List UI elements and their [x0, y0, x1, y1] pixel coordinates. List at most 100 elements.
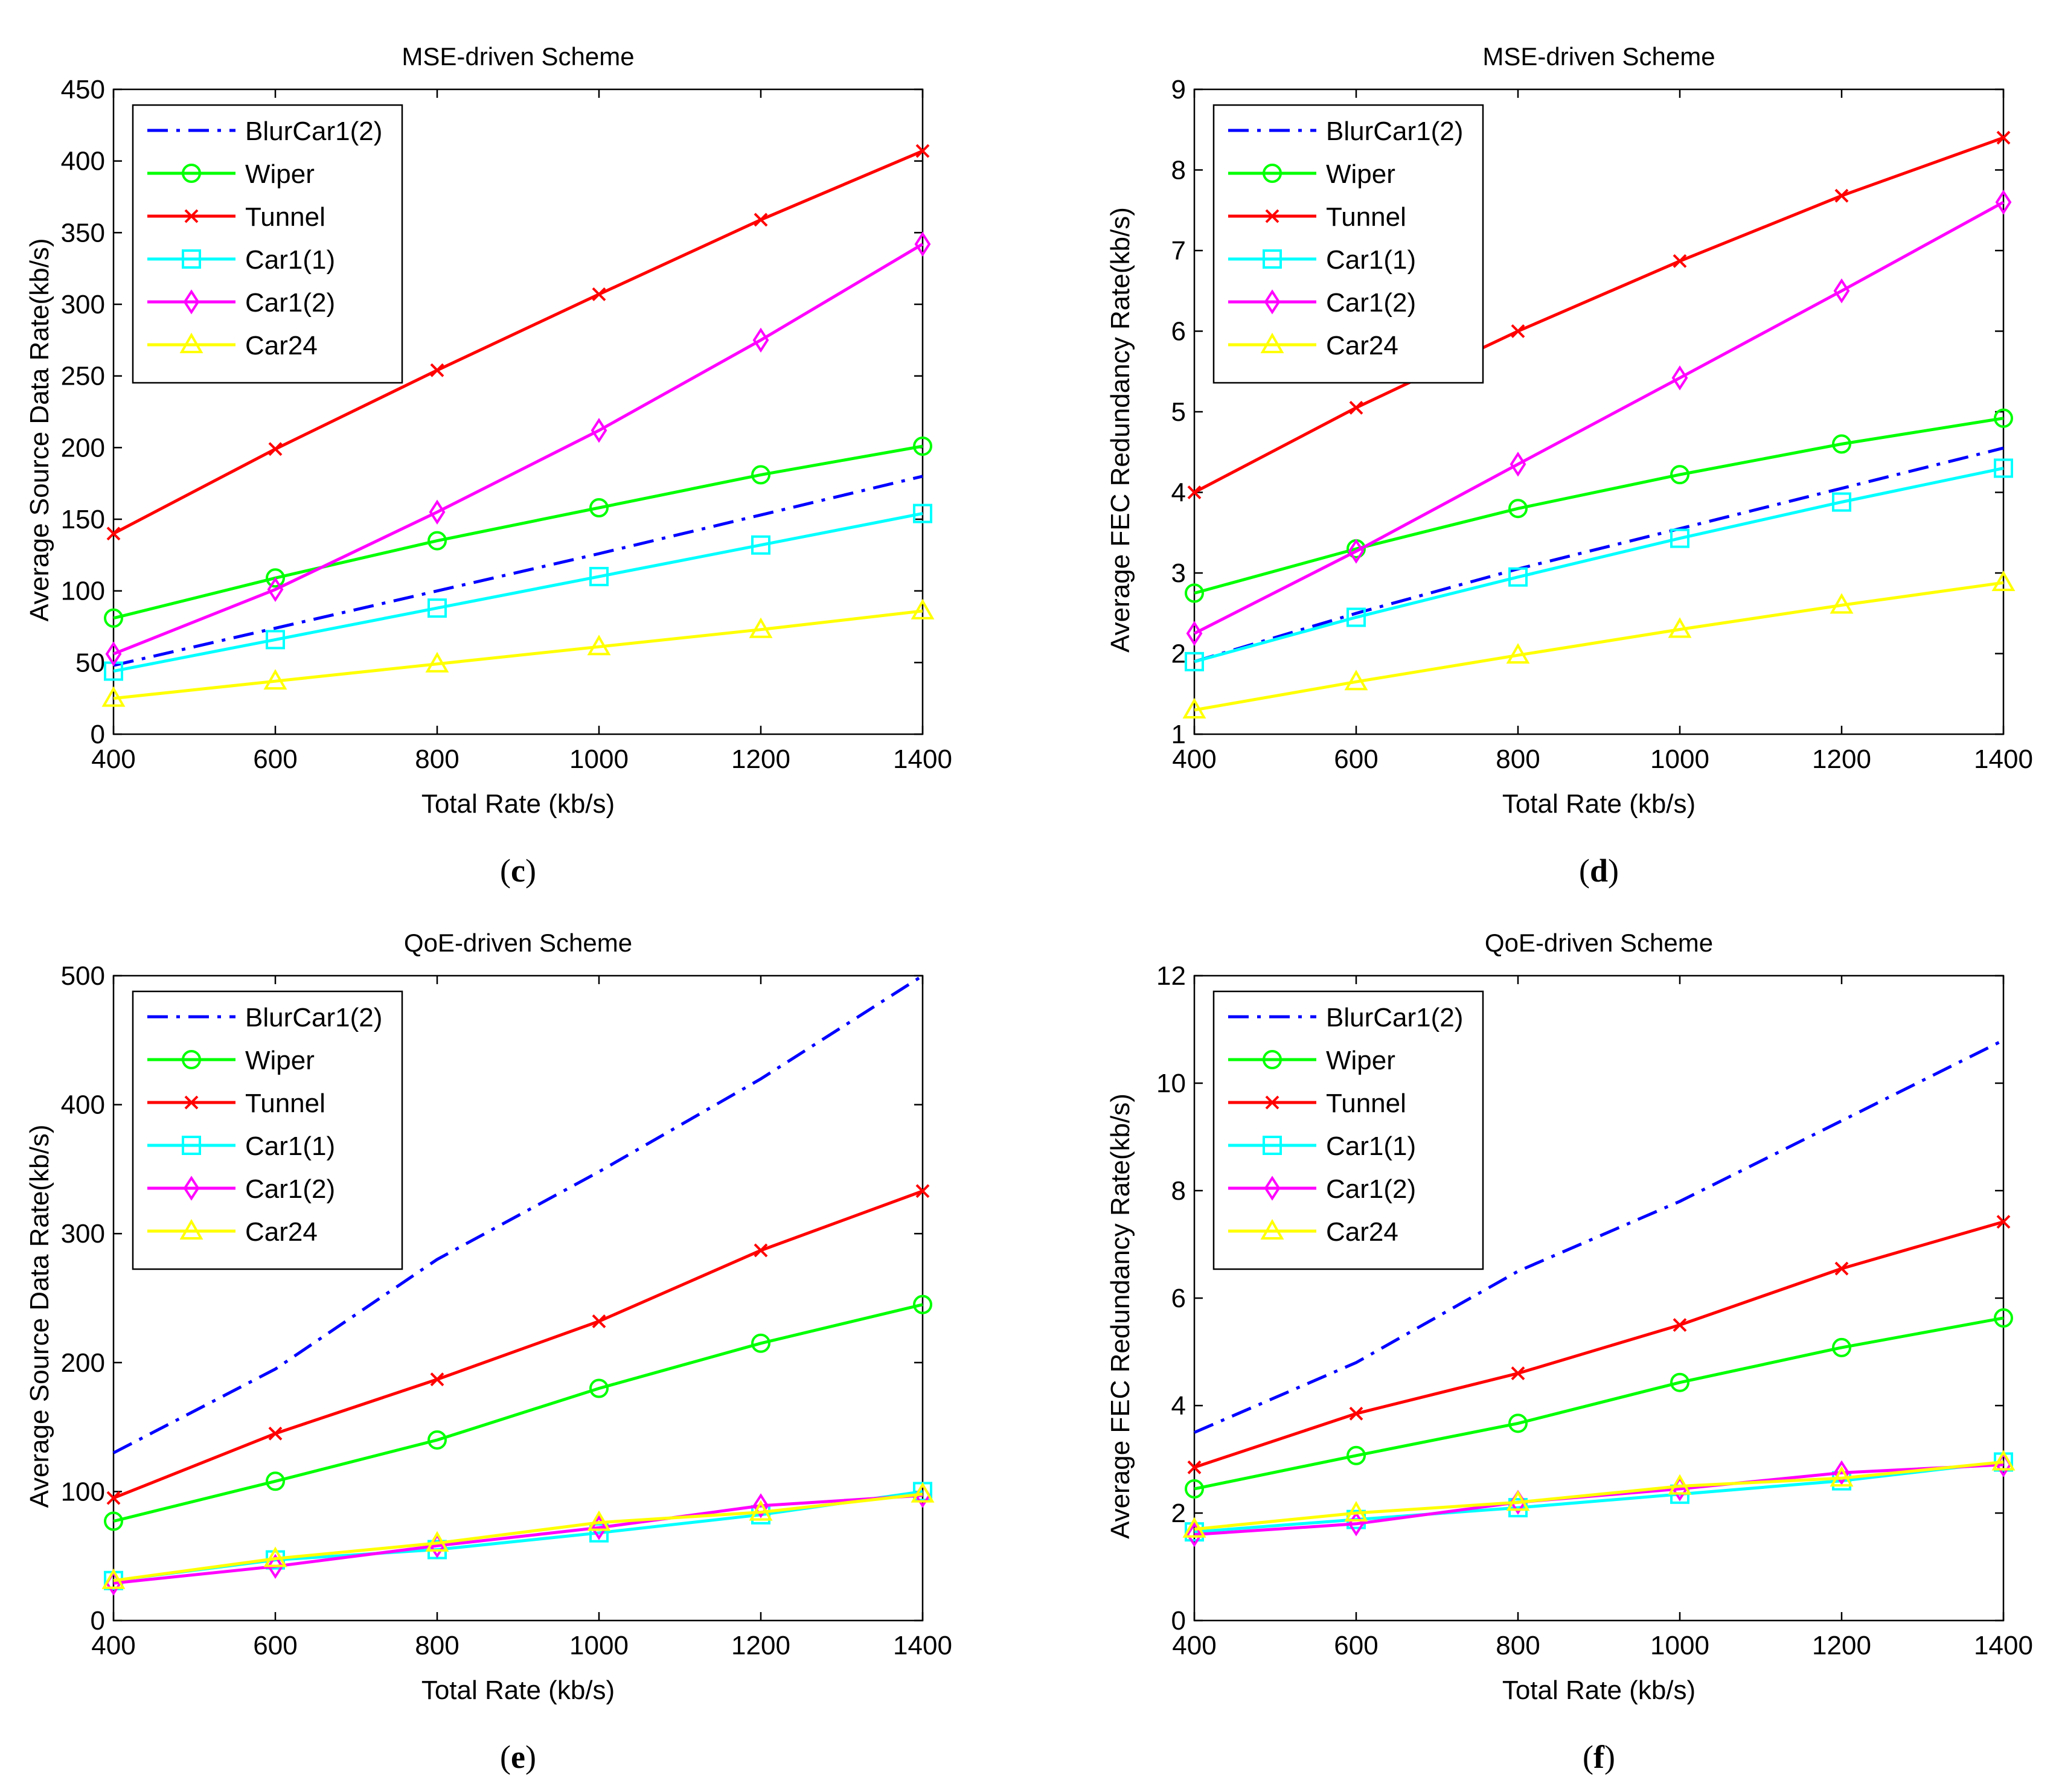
series-line — [1194, 467, 2004, 664]
x-tick-label: 1000 — [1650, 1631, 1709, 1660]
y-axis-label: Average FEC Redundancy Rate(kb/s) — [1106, 207, 1135, 653]
legend-swatch-marker — [1260, 332, 1284, 353]
x-tick-label: 400 — [91, 1631, 135, 1660]
legend-swatch-marker — [179, 1218, 203, 1240]
data-point-marker — [913, 504, 932, 523]
series-line — [112, 974, 924, 1454]
data-point-marker — [1834, 188, 1849, 203]
data-point-marker — [589, 1378, 609, 1398]
series-line — [113, 1493, 923, 1582]
data-point-marker — [751, 465, 770, 485]
x-axis-label: Total Rate (kb/s) — [421, 789, 615, 819]
legend-entry-label: Wiper — [1326, 159, 1395, 189]
x-tick-label: 600 — [253, 744, 297, 774]
x-tick-label: 1400 — [1974, 1631, 2033, 1660]
data-point-marker — [1348, 539, 1365, 564]
y-tick-label: 0 — [91, 1606, 105, 1636]
y-tick-label: 12 — [1156, 961, 1186, 991]
y-tick-label: 300 — [61, 1219, 105, 1249]
data-point-marker — [587, 635, 611, 656]
data-point-marker — [1511, 324, 1525, 338]
series-line — [1194, 417, 2004, 595]
data-point-marker — [263, 669, 287, 690]
panel-label-letter: f — [1593, 1739, 1605, 1775]
data-point-marker — [751, 535, 770, 555]
y-tick-label: 500 — [61, 961, 105, 991]
data-point-marker — [1832, 434, 1851, 454]
series-line — [113, 475, 923, 667]
legend-entry-label: Car24 — [1326, 331, 1398, 360]
panel-label-letter: e — [511, 1739, 525, 1775]
y-tick-label: 6 — [1171, 1284, 1186, 1313]
data-point-marker — [1182, 1517, 1206, 1538]
y-tick-label: 250 — [61, 362, 105, 391]
data-point-marker — [266, 568, 285, 588]
legend-entry-label: Car1(1) — [245, 1131, 335, 1161]
legend-swatch-marker — [182, 164, 201, 183]
y-tick-label: 200 — [61, 1348, 105, 1378]
y-tick-label: 9 — [1171, 75, 1186, 104]
legend-swatch-marker — [182, 249, 201, 269]
legend: BlurCar1(2) Wiper Tunnel Car1(1) Car1(2) Car2… — [1212, 990, 1484, 1270]
series-blurcar1-2- — [1194, 1038, 2005, 1434]
series-line — [1194, 1460, 2004, 1534]
legend-swatch-marker — [183, 1176, 200, 1201]
series-wiper — [104, 1294, 932, 1531]
legend-entry-label: Car24 — [1326, 1217, 1398, 1247]
data-point-marker — [1187, 485, 1202, 499]
data-point-marker — [267, 1554, 284, 1579]
data-point-marker — [101, 686, 126, 707]
chart-panel-f: QoE-driven Scheme 400 600 800 1000 1200 1400 0 2… — [1106, 929, 2033, 1775]
chart-title: MSE-driven Scheme — [402, 42, 634, 71]
data-point-marker — [1185, 1479, 1204, 1499]
legend-entry-label: BlurCar1(2) — [245, 1003, 382, 1032]
data-point-marker — [430, 363, 444, 377]
data-point-marker — [1673, 254, 1687, 268]
data-point-marker — [1830, 1466, 1854, 1487]
data-point-marker — [911, 1482, 935, 1503]
data-point-marker — [1832, 492, 1851, 512]
legend-entry-label: BlurCar1(2) — [1326, 117, 1463, 146]
data-point-marker — [1349, 400, 1363, 415]
panel-label-close-paren: ) — [1604, 1739, 1615, 1775]
chart-panel-d: MSE-driven Scheme 400 600 800 1000 1200 1400 1 2… — [1106, 42, 2033, 889]
series-line — [1193, 200, 2005, 635]
chart-panel-c: MSE-driven Scheme 400 600 800 1000 1200 1400 0 5… — [25, 42, 952, 889]
data-point-marker — [915, 144, 930, 158]
data-point-marker — [104, 1511, 123, 1531]
y-tick-label: 4 — [1171, 478, 1186, 508]
panel-label: (e) — [500, 1739, 536, 1775]
series-line — [113, 1303, 923, 1523]
y-tick-label: 0 — [1171, 1606, 1186, 1636]
y-axis-label: Average FEC Redundancy Rate(kb/s) — [1106, 1093, 1135, 1539]
data-point-marker — [1830, 593, 1854, 614]
y-tick-label: 100 — [61, 1477, 105, 1506]
y-axis-label: Average Source Data Rate(kb/s) — [25, 1124, 54, 1508]
data-point-marker — [591, 418, 607, 443]
y-tick-label: 400 — [61, 147, 105, 176]
legend-box — [1212, 104, 1484, 384]
data-point-marker — [1995, 190, 2012, 215]
chart-title: QoE-driven Scheme — [404, 929, 632, 957]
y-tick-label: 1 — [1171, 720, 1186, 749]
data-point-marker — [427, 531, 447, 551]
x-axis-label: Total Rate (kb/s) — [1502, 1675, 1696, 1705]
legend-entry-label: Tunnel — [1326, 202, 1406, 232]
data-point-marker — [589, 1523, 609, 1543]
legend-entry-label: Car24 — [245, 331, 318, 360]
legend-box — [132, 990, 403, 1270]
y-tick-label: 10 — [1156, 1069, 1186, 1098]
chart-title: MSE-driven Scheme — [1482, 42, 1715, 71]
data-point-marker — [1673, 1318, 1687, 1332]
x-tick-label: 800 — [1496, 1631, 1540, 1660]
legend: BlurCar1(2) Wiper Tunnel Car1(1) Car1(2) Car2… — [132, 990, 403, 1270]
panel-label-open-paren: ( — [500, 1739, 511, 1775]
legend-swatch-marker — [1263, 249, 1282, 269]
data-point-marker — [1344, 670, 1368, 691]
y-tick-label: 6 — [1171, 317, 1186, 347]
data-point-marker — [911, 598, 935, 619]
data-point-marker — [101, 1568, 126, 1589]
legend-swatch-marker — [1264, 289, 1281, 315]
data-point-marker — [754, 1243, 768, 1258]
data-point-marker — [1508, 1413, 1528, 1433]
